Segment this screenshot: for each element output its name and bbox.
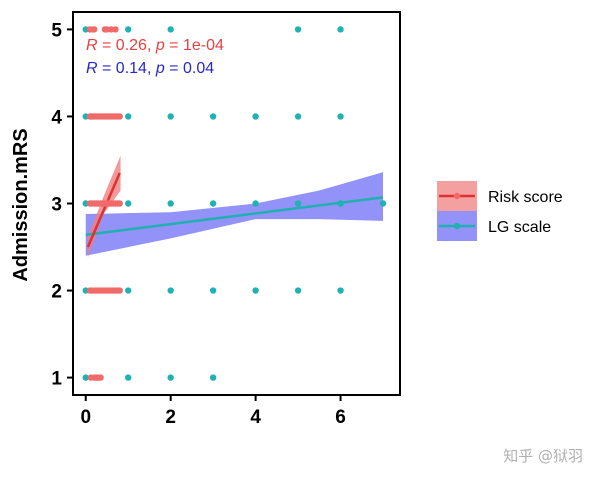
point-risk-score: [91, 26, 98, 33]
y-tick-label: 4: [51, 107, 62, 128]
watermark: 知乎 @狱羽: [503, 447, 583, 465]
point-lg-scale: [167, 287, 174, 294]
point-lg-scale: [167, 113, 174, 120]
legend-label-lg-scale: LG scale: [488, 219, 551, 236]
point-lg-scale: [125, 374, 132, 381]
legend-item-risk-score: Risk score: [437, 181, 563, 211]
y-tick-label: 3: [51, 195, 62, 216]
fit-line-lg-scale: [85, 196, 384, 237]
legend-dot-lg-scale: [453, 222, 461, 230]
x-tick-label: 0: [80, 407, 91, 428]
point-risk-score: [97, 374, 104, 381]
point-lg-scale: [125, 26, 132, 33]
point-lg-scale: [252, 113, 259, 120]
y-axis-title: Admission.mRS: [10, 128, 32, 281]
correlation-annotations: R = 0.26, p = 1e-04 R = 0.14, p = 0.04: [86, 37, 224, 77]
confidence-ribbons: [85, 155, 384, 258]
point-lg-scale: [167, 374, 174, 381]
point-lg-scale: [82, 374, 89, 381]
legend-item-lg-scale: LG scale: [437, 211, 551, 241]
point-lg-scale: [209, 113, 217, 120]
point-lg-scale: [167, 200, 174, 207]
annotation-p-symbol: p: [155, 60, 165, 77]
point-lg-scale: [209, 287, 217, 294]
annotation-p-symbol: p: [155, 37, 165, 54]
point-lg-scale: [294, 200, 302, 207]
y-tick-label: 2: [51, 282, 62, 303]
point-risk-score: [116, 200, 123, 207]
point-risk-score: [112, 26, 119, 33]
point-lg-scale: [294, 26, 302, 33]
fit-line-risk-score: [86, 172, 121, 248]
point-lg-scale: [294, 113, 302, 120]
annotation-r-symbol: R: [86, 60, 98, 77]
x-tick-label: 2: [165, 407, 176, 428]
annotation-risk-score: R = 0.26, p = 1e-04: [86, 37, 224, 54]
annotation-r-value: = 0.14,: [98, 60, 156, 77]
point-lg-scale: [337, 287, 344, 294]
point-lg-scale: [125, 113, 132, 120]
annotation-p-value: = 1e-04: [165, 37, 224, 54]
point-lg-scale: [125, 287, 132, 294]
x-axis: 0 2 4 6: [80, 395, 346, 428]
data-points: [82, 26, 387, 381]
point-lg-scale: [209, 200, 217, 207]
point-lg-scale: [252, 287, 259, 294]
point-lg-scale: [167, 26, 174, 33]
ribbon-lg-scale: [85, 172, 384, 256]
x-tick-label: 4: [250, 407, 261, 428]
x-tick-label: 6: [335, 407, 346, 428]
point-risk-score: [116, 113, 123, 120]
annotation-r-value: = 0.26,: [98, 37, 156, 54]
point-lg-scale: [337, 26, 344, 33]
point-lg-scale: [379, 200, 387, 207]
legend: Risk score LG scale: [437, 181, 563, 241]
point-risk-score: [116, 287, 123, 294]
point-lg-scale: [337, 113, 344, 120]
fit-lines: [85, 172, 384, 248]
point-lg-scale: [337, 200, 344, 207]
point-lg-scale: [252, 200, 259, 207]
legend-label-risk-score: Risk score: [488, 189, 563, 206]
annotation-r-symbol: R: [86, 37, 98, 54]
annotation-p-value: = 0.04: [165, 60, 214, 77]
annotation-lg-scale: R = 0.14, p = 0.04: [86, 60, 214, 77]
y-axis: 1 2 3 4 5: [51, 20, 73, 390]
y-tick-label: 5: [51, 20, 62, 41]
point-lg-scale: [125, 200, 132, 207]
point-lg-scale: [209, 374, 217, 381]
point-lg-scale: [294, 287, 302, 294]
legend-dot-risk-score: [453, 192, 461, 200]
y-tick-label: 1: [51, 369, 62, 390]
